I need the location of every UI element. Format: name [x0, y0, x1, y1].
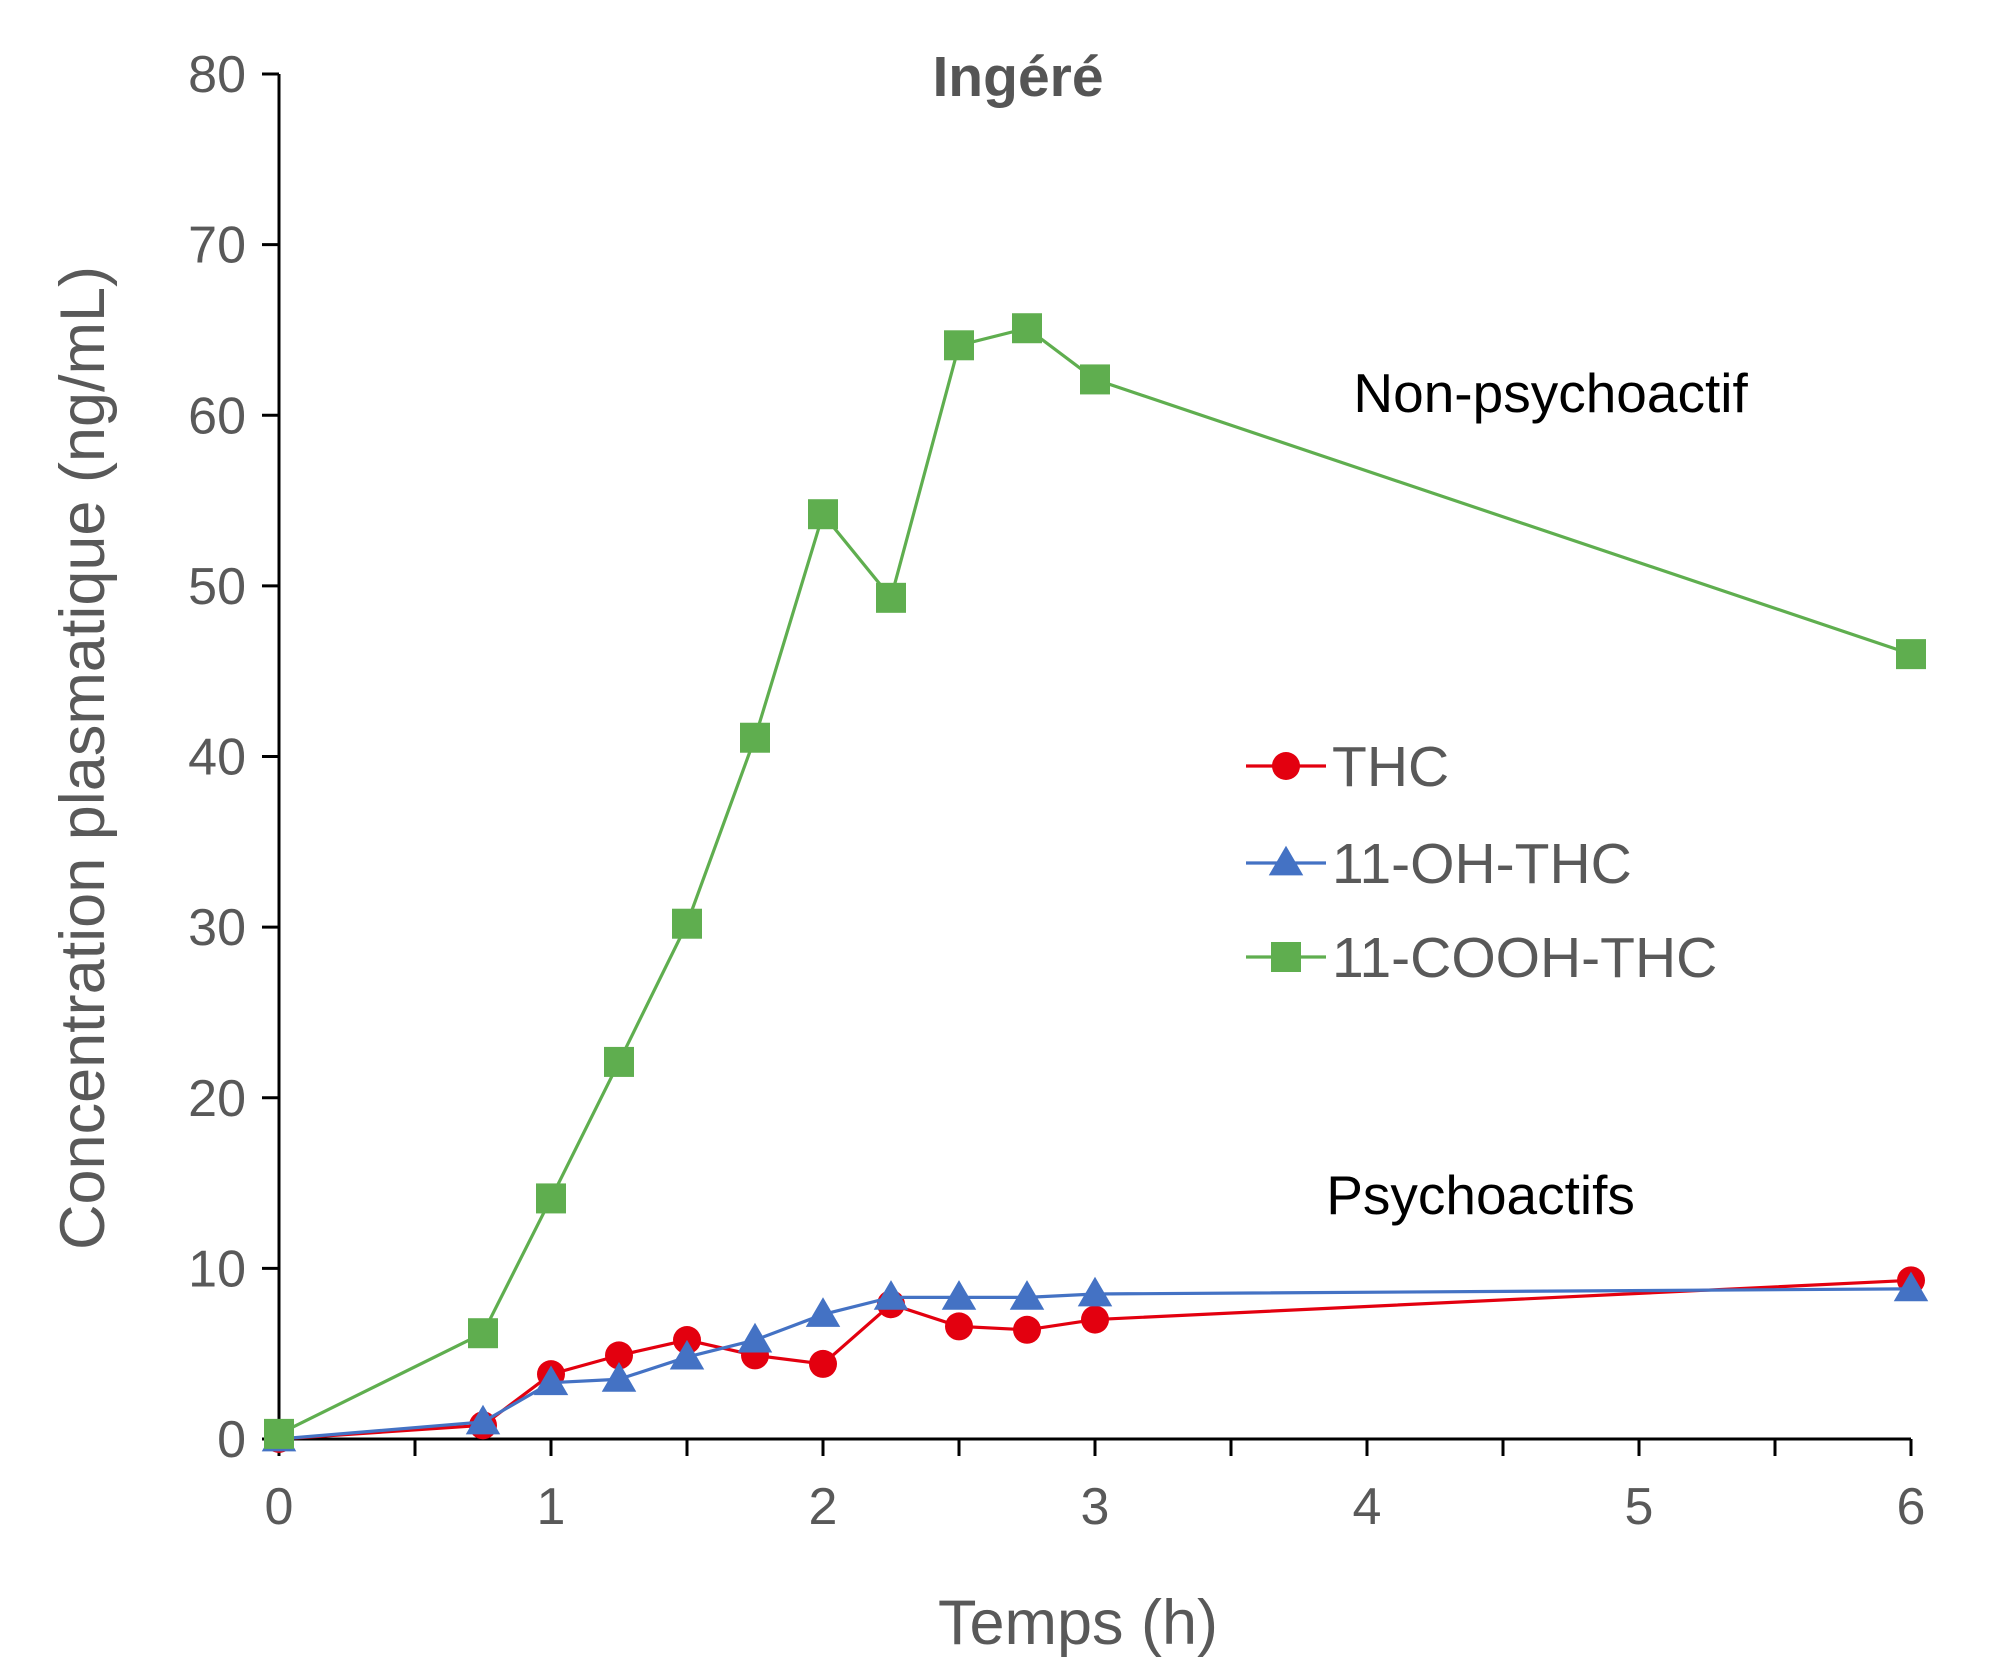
data-point-square	[740, 722, 770, 753]
data-point-triangle	[1893, 1271, 1929, 1302]
series-line	[278, 326, 1912, 1436]
x-tick-label: 1	[537, 1478, 566, 1536]
x-tick-label: 0	[265, 1478, 294, 1536]
data-point-triangle	[533, 1365, 569, 1396]
y-tick-label: 30	[188, 899, 246, 957]
data-point-triangle	[601, 1362, 637, 1392]
y-axis-label: Concentration plasmatique (ng/mL)	[48, 266, 118, 1250]
annotation-text: Non-psychoactif	[1353, 362, 1748, 424]
data-point-circle	[605, 1341, 633, 1370]
data-point-square	[604, 1046, 634, 1077]
data-point-triangle	[669, 1339, 705, 1370]
data-point-triangle	[1077, 1276, 1113, 1307]
legend-item-11-oh-thc: 11-OH-THC	[1246, 832, 1632, 896]
legend-label: 11-OH-THC	[1332, 832, 1632, 896]
y-tick-label: 60	[188, 387, 246, 445]
data-point-square	[1012, 313, 1042, 344]
y-tick-label: 80	[188, 46, 246, 104]
data-point-triangle	[873, 1280, 909, 1310]
y-tick-label: 20	[188, 1070, 246, 1128]
legend-label: THC	[1332, 735, 1449, 799]
y-tick-label: 10	[188, 1240, 246, 1298]
y-axis: 0 10 20 30 40 50 60 70 80	[188, 46, 281, 1469]
data-point-square	[1080, 364, 1110, 395]
data-point-triangle	[465, 1404, 501, 1435]
data-point-square	[264, 1418, 294, 1449]
legend: THC 11-OH-THC 11-COOH-THC	[1246, 735, 1717, 990]
data-point-triangle	[737, 1322, 773, 1353]
y-tick-label: 0	[217, 1411, 246, 1469]
data-point-square	[944, 330, 974, 361]
x-axis: 0 1 2 3 4 5 6	[265, 1437, 1926, 1536]
annotation-text: Psychoactifs	[1326, 1164, 1635, 1226]
data-point-triangle	[941, 1280, 977, 1310]
data-point-square	[468, 1318, 498, 1349]
legend-item-thc: THC	[1246, 735, 1449, 799]
data-point-triangle	[1268, 845, 1304, 876]
data-point-square	[536, 1183, 566, 1214]
data-point-triangle	[1009, 1280, 1045, 1310]
annotations: Non-psychoactif Psychoactifs	[1326, 362, 1748, 1226]
data-point-square	[808, 499, 838, 530]
data-point-square	[1896, 639, 1926, 670]
data-point-square	[1271, 942, 1301, 972]
chart-title: Ingéré	[932, 45, 1103, 109]
x-tick-label: 3	[1081, 1478, 1110, 1536]
x-tick-label: 6	[1897, 1478, 1926, 1536]
data-point-square	[672, 908, 702, 939]
data-point-circle	[809, 1349, 837, 1378]
series-11-oh-thc	[261, 1271, 1929, 1452]
x-tick-label: 2	[809, 1478, 838, 1536]
data-point-circle	[1013, 1315, 1041, 1344]
data-point-circle	[1081, 1305, 1109, 1334]
data-point-circle	[1272, 752, 1300, 780]
legend-label: 11-COOH-THC	[1332, 926, 1717, 990]
x-axis-label: Temps (h)	[938, 1588, 1218, 1658]
data-point-square	[876, 582, 906, 613]
plot-area	[261, 313, 1929, 1453]
series-11-cooh-thc	[264, 313, 1926, 1449]
y-tick-label: 50	[188, 558, 246, 616]
y-tick-label: 40	[188, 729, 246, 787]
data-point-circle	[945, 1312, 973, 1341]
x-tick-label: 4	[1353, 1478, 1382, 1536]
x-tick-label: 5	[1625, 1478, 1654, 1536]
legend-item-11-cooh-thc: 11-COOH-THC	[1246, 926, 1717, 990]
y-tick-label: 70	[188, 217, 246, 275]
data-point-triangle	[805, 1297, 841, 1327]
